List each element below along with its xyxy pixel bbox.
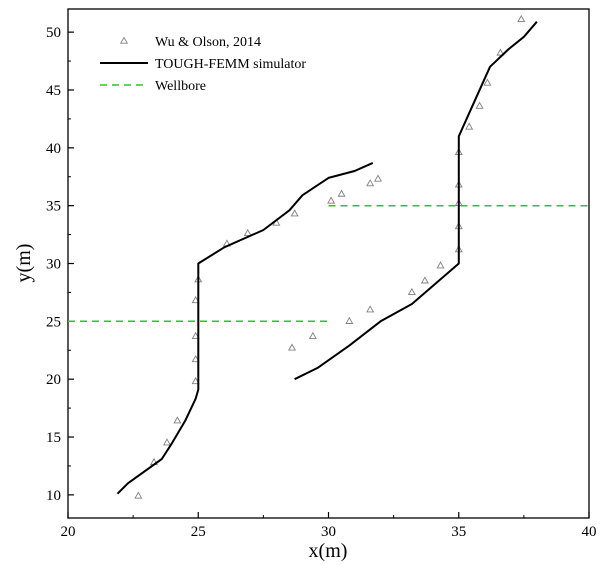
- data-point: [517, 14, 526, 23]
- data-point: [475, 101, 484, 109]
- data-point: [173, 416, 182, 424]
- x-axis-label: x(m): [309, 540, 348, 562]
- data-point: [345, 316, 354, 324]
- data-point: [308, 331, 317, 339]
- y-tick-label: 40: [46, 141, 61, 157]
- data-point: [436, 261, 445, 269]
- legend: Wu & Olson, 2014 TOUGH-FEMM simulator Well…: [100, 35, 306, 94]
- x-tick-label: 40: [582, 524, 597, 540]
- plot-frame: [67, 8, 590, 519]
- y-tick-label: 30: [46, 257, 61, 273]
- data-point: [465, 122, 474, 130]
- legend-label: TOUGH-FEMM simulator: [155, 57, 306, 72]
- data-point: [162, 438, 171, 446]
- simulator-line: [116, 161, 374, 495]
- data-point: [191, 354, 200, 363]
- series-layer: [68, 14, 589, 499]
- data-point: [373, 174, 383, 182]
- data-point: [191, 376, 200, 385]
- legend-label: Wellbore: [155, 79, 206, 94]
- simulator-line: [294, 21, 538, 381]
- data-point: [191, 296, 200, 304]
- data-point: [243, 228, 252, 237]
- legend-marker: [119, 36, 129, 44]
- y-tick-label: 35: [46, 199, 61, 215]
- y-tick-label: 20: [46, 372, 61, 388]
- data-point: [134, 491, 143, 499]
- data-point: [191, 331, 200, 339]
- y-tick-label: 10: [46, 488, 61, 504]
- axes: 20 25 30 35 40 10 15 20 25 30 35 40 45 50: [46, 25, 597, 540]
- x-tick-label: 25: [191, 524, 206, 540]
- legend-label: Wu & Olson, 2014: [155, 35, 261, 50]
- y-tick-label: 15: [46, 430, 61, 446]
- data-point: [420, 276, 429, 284]
- data-point: [496, 48, 505, 56]
- data-point: [366, 179, 375, 187]
- y-tick-label: 25: [46, 314, 61, 330]
- data-point: [366, 305, 375, 313]
- data-point: [407, 287, 416, 296]
- x-tick-label: 20: [61, 524, 76, 540]
- y-axis-label: y(m): [13, 244, 35, 283]
- data-point: [290, 209, 299, 217]
- data-point: [327, 196, 336, 204]
- y-tick-label: 50: [46, 25, 61, 41]
- x-tick-label: 30: [321, 524, 336, 540]
- x-tick-label: 35: [451, 524, 466, 540]
- data-point: [337, 189, 346, 197]
- data-point: [288, 343, 297, 351]
- data-point: [483, 78, 492, 86]
- y-tick-label: 45: [46, 83, 61, 99]
